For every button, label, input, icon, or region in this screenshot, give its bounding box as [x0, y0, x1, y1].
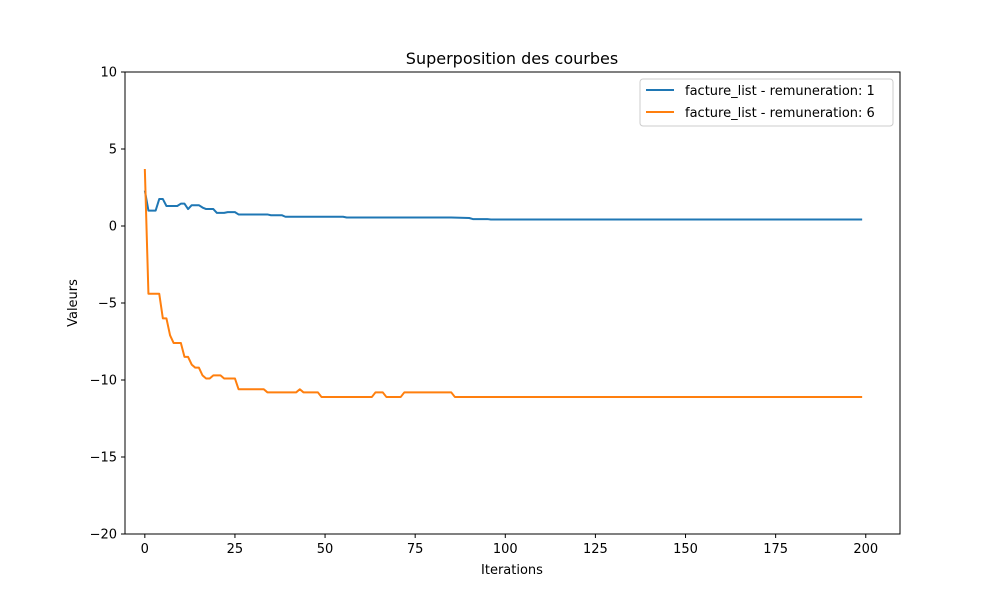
x-tick-label: 50	[317, 542, 334, 557]
series-layer	[143, 168, 863, 398]
y-tick-label: −5	[98, 297, 117, 312]
y-tick-label: 5	[109, 143, 117, 158]
legend-label-series-1: facture_list - remuneration: 1	[685, 84, 875, 99]
chart-title: Superposition des courbes	[406, 49, 618, 68]
x-tick-label: 200	[853, 542, 878, 557]
x-axis-ticks: 0 25 50 75 100 125 150 175 200	[141, 534, 878, 557]
x-tick-label: 25	[227, 542, 244, 557]
series-line-2	[143, 168, 863, 398]
x-axis-label: Iterations	[481, 563, 543, 578]
x-tick-label: 125	[583, 542, 608, 557]
y-axis-ticks: −20 −15 −10 −5 0 5 10	[90, 66, 125, 543]
legend-box	[639, 78, 894, 127]
y-axis-label: Valeurs	[66, 279, 81, 327]
x-tick-label: 150	[673, 542, 698, 557]
series-line-1	[143, 190, 863, 221]
x-tick-label: 0	[141, 542, 149, 557]
x-tick-label: 100	[493, 542, 518, 557]
x-tick-label: 75	[407, 542, 424, 557]
y-tick-label: −15	[90, 451, 117, 466]
y-tick-label: −20	[90, 528, 117, 543]
x-tick-label: 175	[763, 542, 788, 557]
y-tick-label: −10	[90, 374, 117, 389]
y-tick-label: 10	[100, 66, 117, 81]
legend-label-series-2: facture_list - remuneration: 6	[685, 106, 875, 121]
legend: facture_list - remuneration: 1 facture_l…	[639, 78, 894, 127]
y-tick-label: 0	[109, 220, 117, 235]
